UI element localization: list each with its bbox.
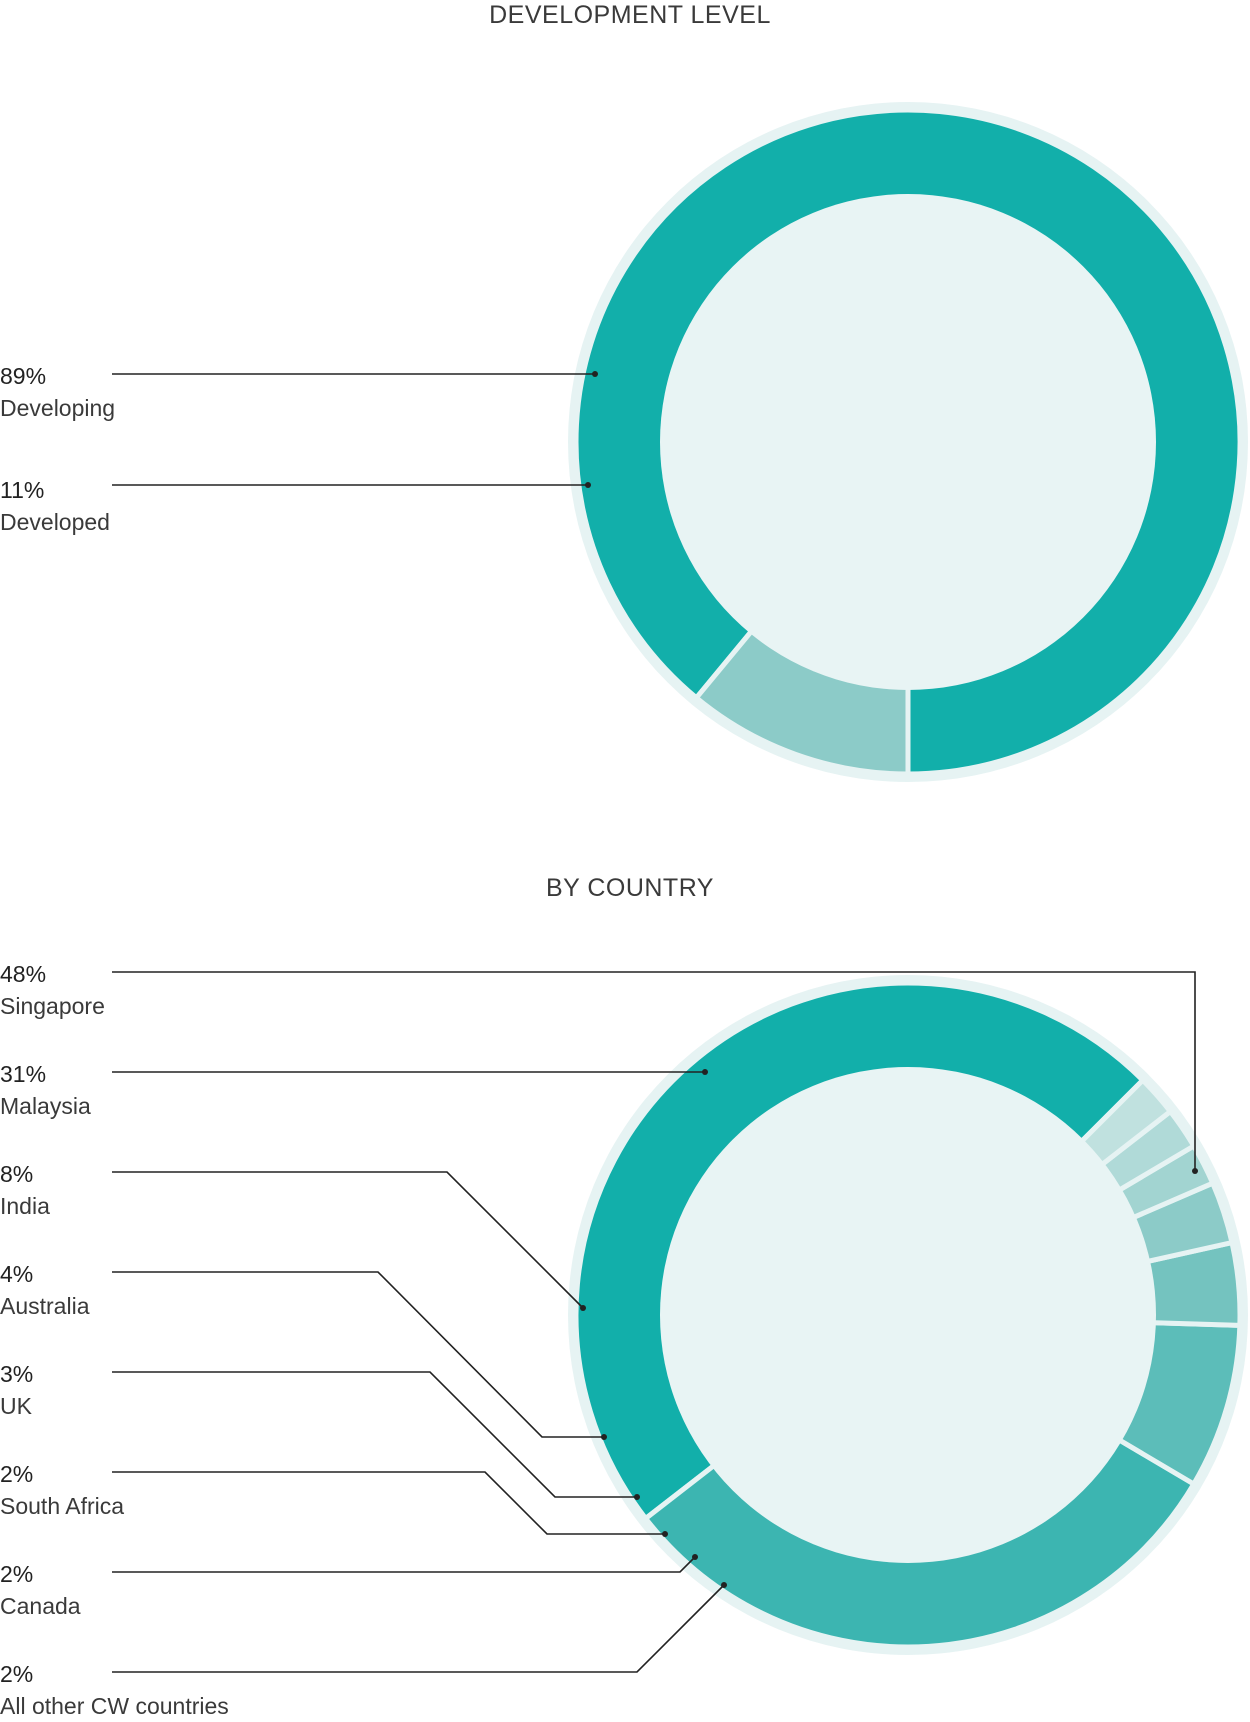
slice-value-label: 31% [0, 1061, 46, 1087]
legend-entry-developing: 89% Developing [0, 363, 598, 421]
slice-category-label: All other CW countries [0, 1693, 229, 1719]
leader-line [112, 1584, 725, 1673]
legend-entry-uk: 3% UK [0, 1361, 640, 1500]
leader-line [112, 1171, 584, 1309]
legend-entry-australia: 4% Australia [0, 1261, 607, 1440]
leader-dot [662, 1531, 668, 1537]
legend-entry-all-other-cw-countries: 2% All other CW countries [0, 1582, 727, 1719]
leader-dot [592, 371, 598, 377]
slice-category-label: Malaysia [0, 1093, 91, 1119]
legend-entry-singapore: 48% Singapore [0, 961, 1198, 1174]
legend-entry-south-africa: 2% South Africa [0, 1461, 668, 1537]
leader-dot [580, 1305, 586, 1311]
slice-value-label: 2% [0, 1561, 33, 1587]
slice-value-label: 48% [0, 961, 46, 987]
slice-category-label: Canada [0, 1593, 81, 1619]
chart-by-country: BY COUNTRY 48% Singapore 31% Malaysia 8%… [0, 874, 1248, 1719]
leader-line [112, 1471, 665, 1535]
leader-dot [721, 1582, 727, 1588]
slice-value-label: 11% [0, 477, 44, 503]
chart-title: DEVELOPMENT LEVEL [489, 1, 771, 29]
leader-dot [702, 1069, 708, 1075]
legend-entry-developed: 11% Developed [0, 477, 591, 535]
slice-category-label: India [0, 1193, 50, 1219]
chart-title: BY COUNTRY [546, 874, 714, 902]
slice-value-label: 89% [0, 363, 46, 389]
legend-entry-malaysia: 31% Malaysia [0, 1061, 708, 1119]
leader-line [112, 971, 1196, 1171]
slice-category-label: Singapore [0, 993, 105, 1019]
leader-line [112, 1556, 696, 1573]
donut-inner [660, 1067, 1156, 1563]
slice-category-label: UK [0, 1393, 33, 1419]
leader-dot [634, 1494, 640, 1500]
leader-dot [601, 1434, 607, 1440]
legend-entry-canada: 2% Canada [0, 1554, 698, 1619]
slice-category-label: South Africa [0, 1493, 124, 1519]
leader-dot [585, 482, 591, 488]
slice-value-label: 4% [0, 1261, 33, 1287]
leader-line [112, 1371, 637, 1498]
slice-value-label: 2% [0, 1461, 33, 1487]
legend-entry-india: 8% India [0, 1161, 586, 1311]
slice-category-label: Australia [0, 1293, 90, 1319]
leader-dot [692, 1554, 698, 1560]
slice-value-label: 8% [0, 1161, 33, 1187]
leader-dot [1192, 1168, 1198, 1174]
donut-inner [660, 194, 1156, 690]
slice-category-label: Developing [0, 395, 115, 421]
chart-development-level: DEVELOPMENT LEVEL 89% Developing 11% Dev… [0, 1, 1248, 782]
leader-line [112, 1271, 604, 1438]
slice-value-label: 3% [0, 1361, 33, 1387]
slice-value-label: 2% [0, 1661, 33, 1687]
slice-category-label: Developed [0, 509, 110, 535]
